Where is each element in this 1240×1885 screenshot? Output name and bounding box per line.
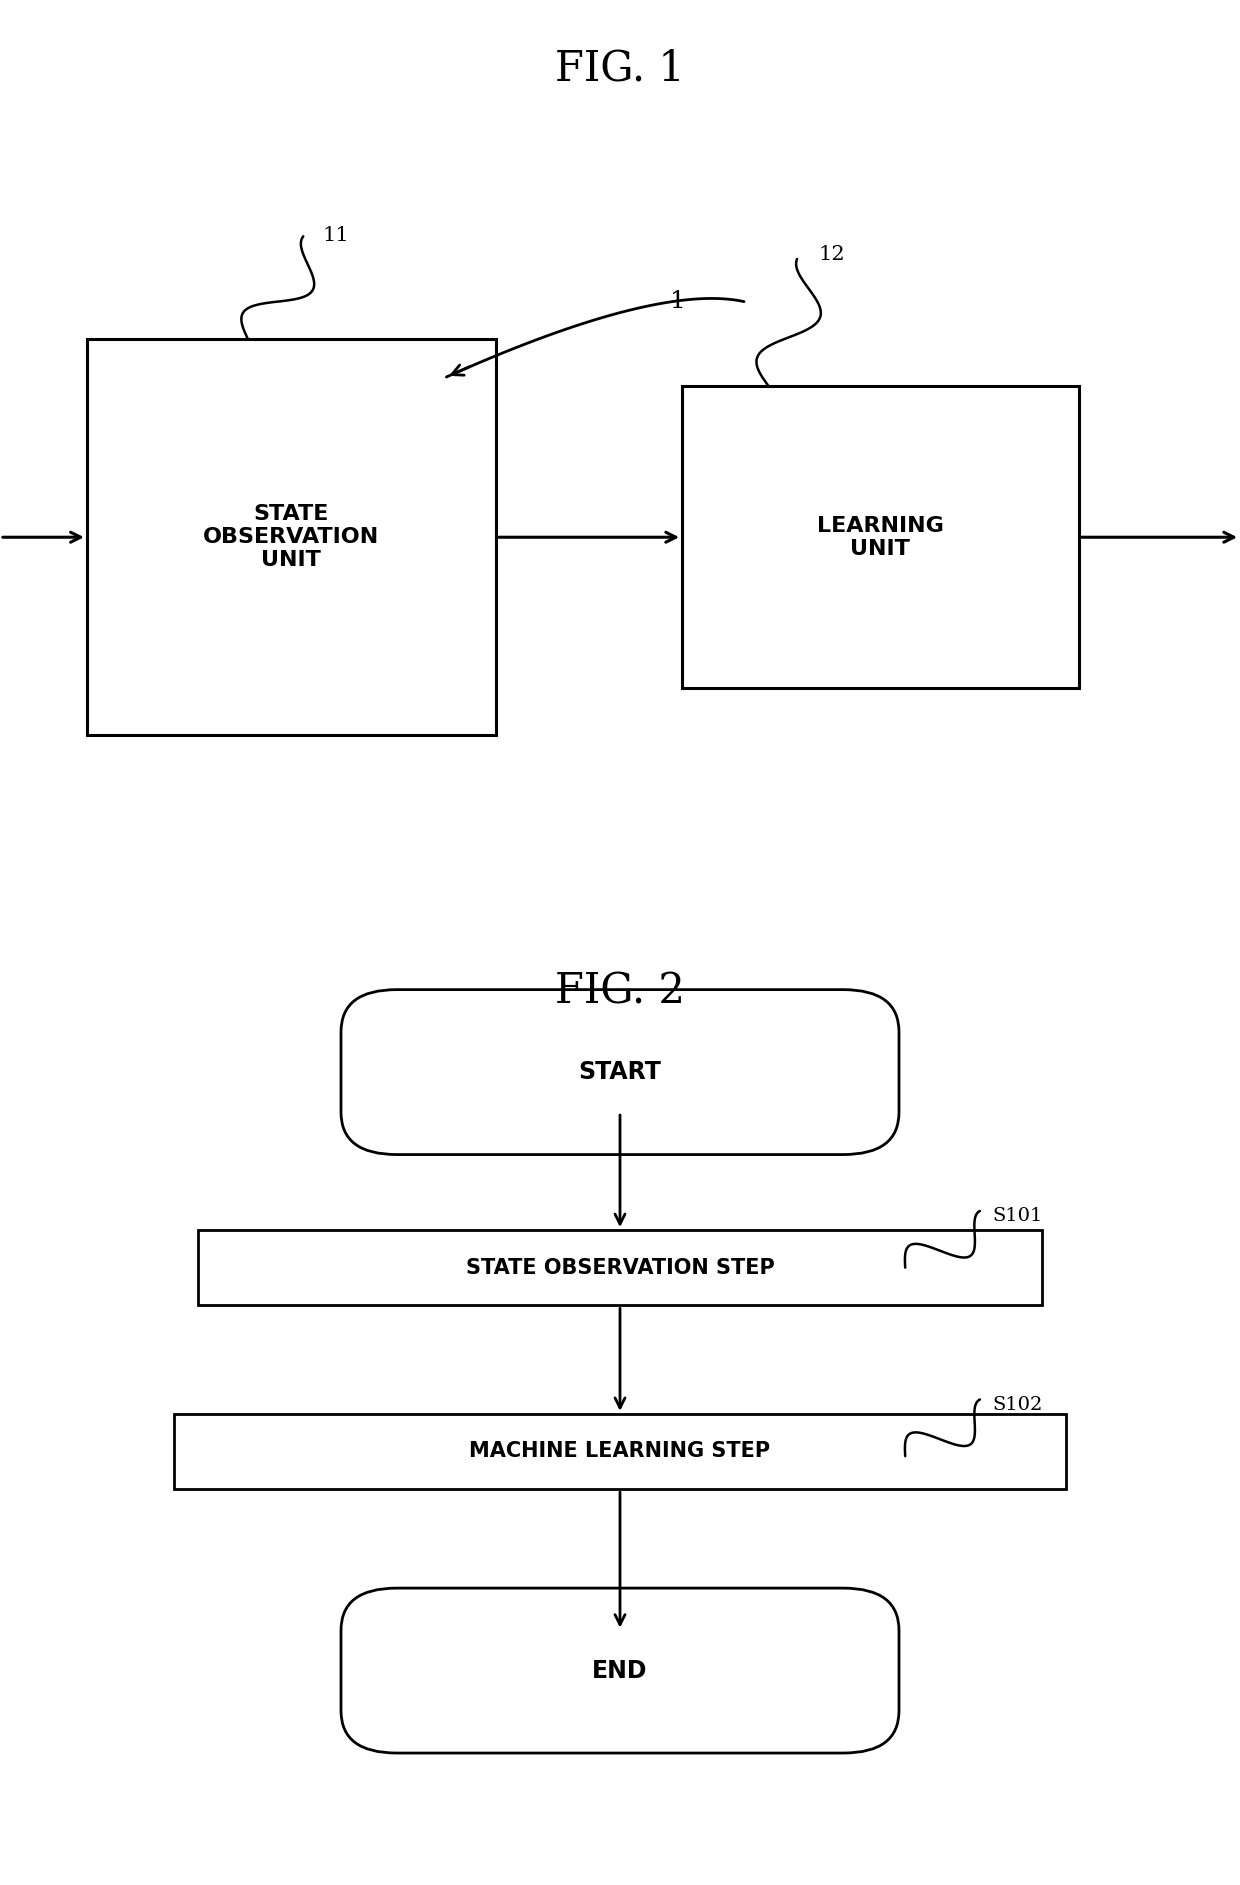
Text: MACHINE LEARNING STEP: MACHINE LEARNING STEP	[470, 1442, 770, 1461]
Text: 1: 1	[670, 290, 686, 313]
Text: 12: 12	[818, 245, 844, 264]
Text: S102: S102	[992, 1395, 1043, 1414]
FancyBboxPatch shape	[341, 1587, 899, 1753]
Text: START: START	[579, 1059, 661, 1084]
FancyBboxPatch shape	[198, 1231, 1042, 1304]
Text: 11: 11	[322, 226, 350, 245]
FancyBboxPatch shape	[682, 386, 1079, 688]
Text: FIG. 2: FIG. 2	[556, 971, 684, 1012]
Text: LEARNING
UNIT: LEARNING UNIT	[817, 516, 944, 558]
FancyBboxPatch shape	[341, 990, 899, 1154]
FancyBboxPatch shape	[87, 339, 496, 735]
Text: FIG. 1: FIG. 1	[556, 47, 684, 89]
FancyBboxPatch shape	[174, 1414, 1066, 1489]
Text: END: END	[593, 1659, 647, 1683]
Text: STATE OBSERVATION STEP: STATE OBSERVATION STEP	[466, 1257, 774, 1278]
Text: STATE
OBSERVATION
UNIT: STATE OBSERVATION UNIT	[203, 503, 379, 571]
Text: S101: S101	[992, 1206, 1043, 1225]
